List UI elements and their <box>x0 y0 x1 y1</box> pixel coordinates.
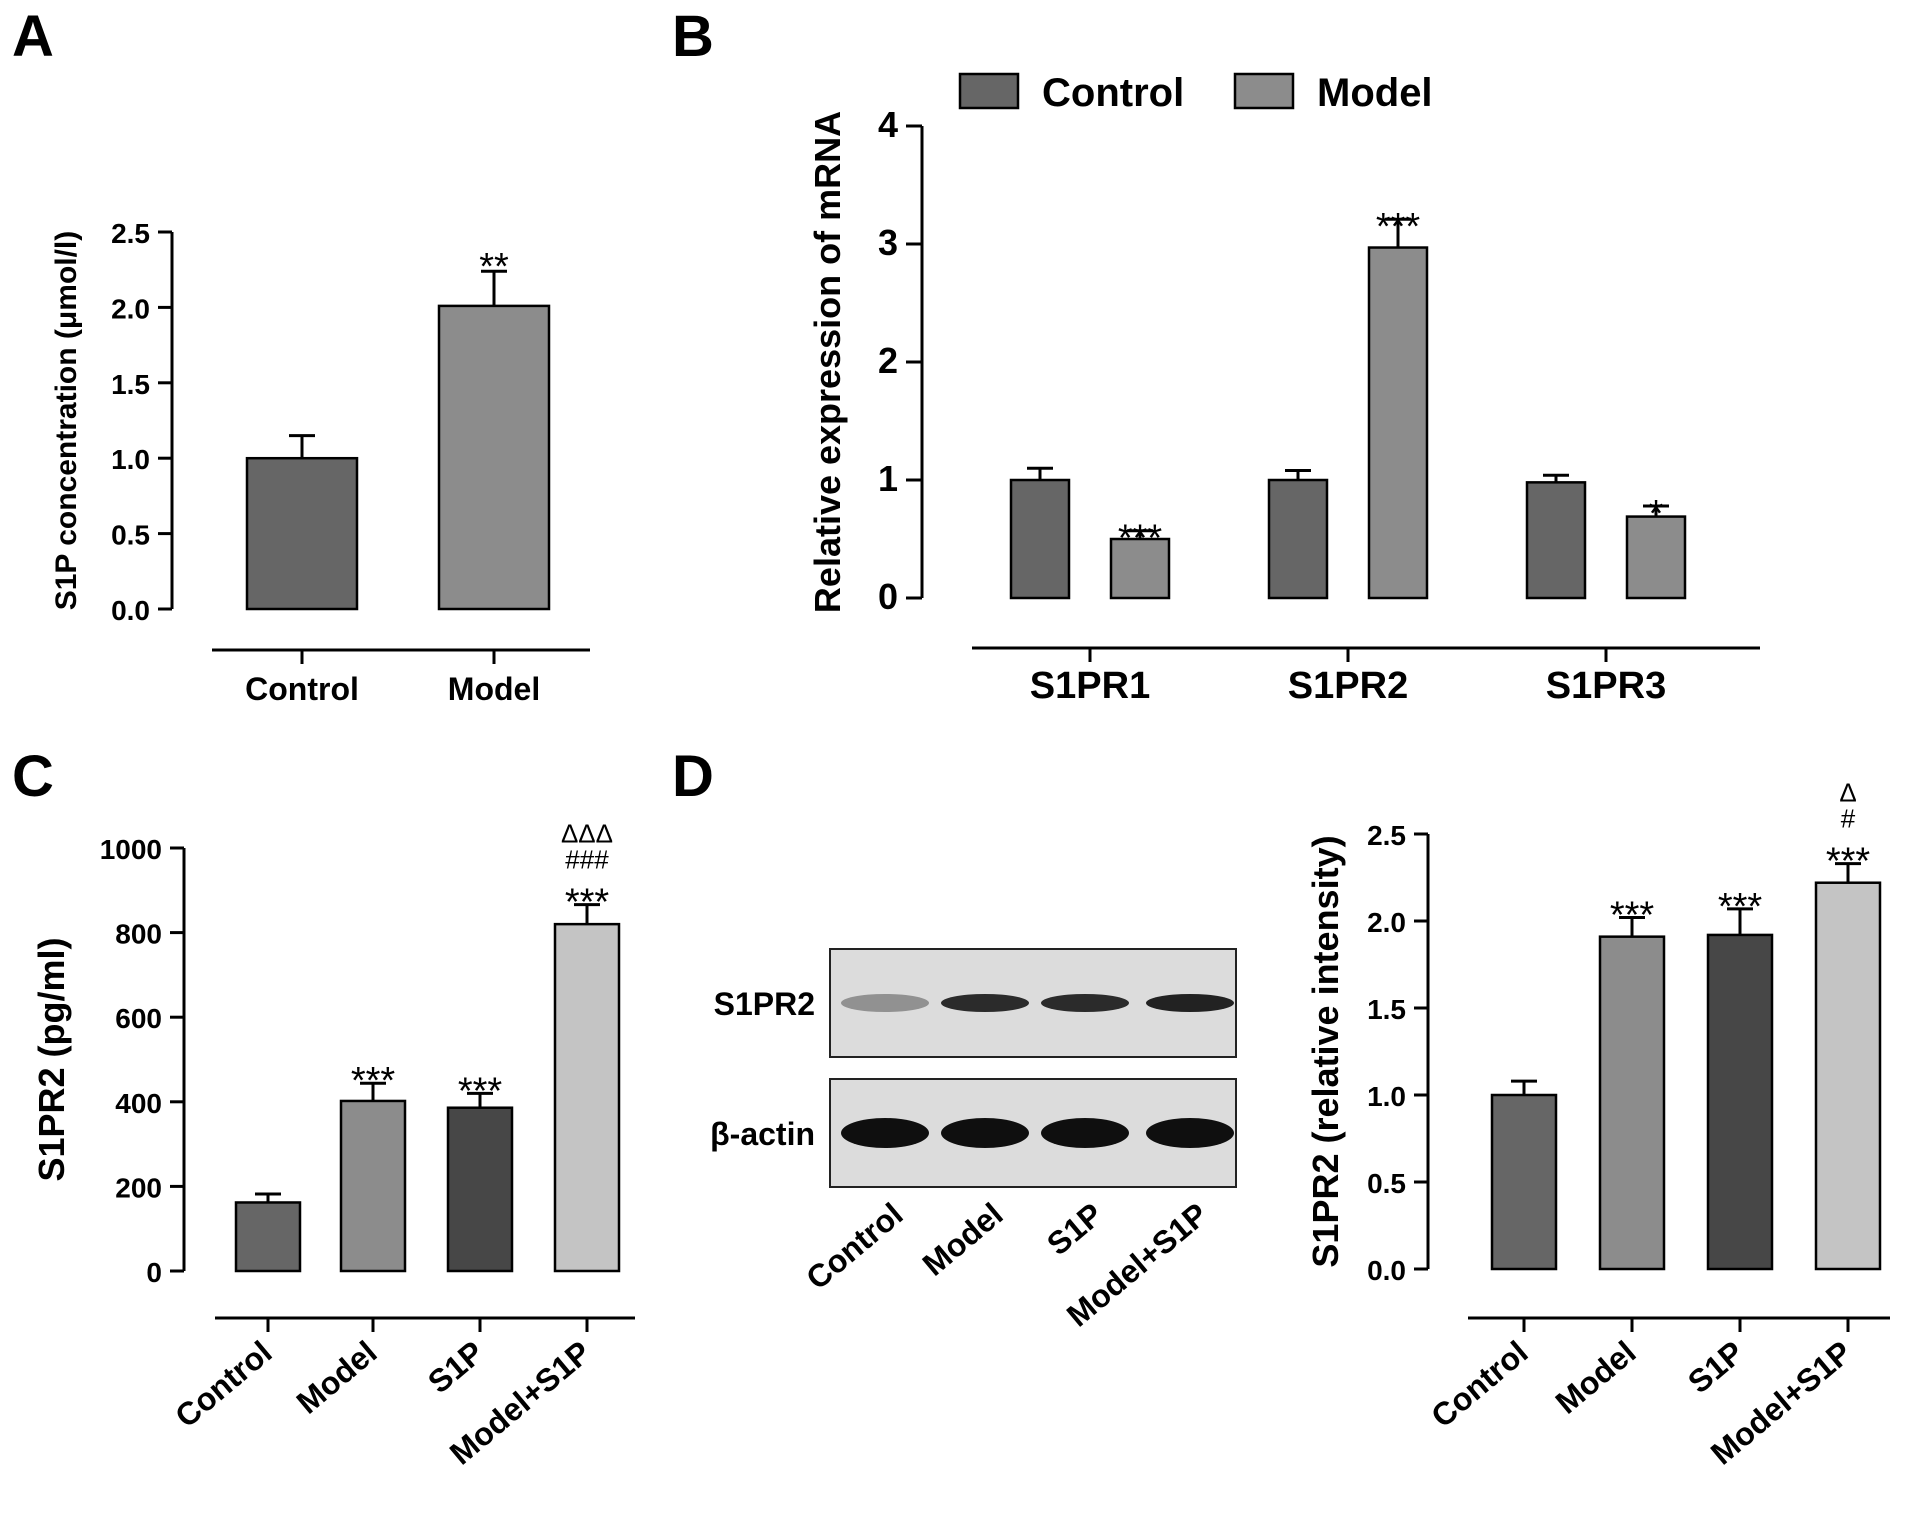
y-tick-label: 0.0 <box>111 595 150 626</box>
category-label: Model <box>448 671 540 707</box>
bar <box>1525 481 1587 600</box>
y-tick-label: 0.5 <box>111 520 150 551</box>
blot-lane-label: S1P <box>1040 1196 1109 1262</box>
category-label: S1PR2 <box>1288 665 1408 707</box>
y-tick-label: 1.0 <box>1367 1081 1406 1112</box>
bar <box>437 304 551 611</box>
panel-a: A 0.0 0.5 1.0 1.5 2.0 2.5 S1P concentration (μm… <box>12 4 590 707</box>
bar <box>1367 246 1429 600</box>
category-label: Model <box>290 1334 384 1421</box>
y-tick-label: 2.5 <box>1367 820 1406 851</box>
blot-band <box>1146 994 1234 1012</box>
significance-marker: * <box>1649 493 1664 535</box>
category-label: Control <box>245 671 359 707</box>
significance-marker: # <box>1841 804 1856 834</box>
bar <box>1814 881 1882 1271</box>
category-label: Control <box>168 1334 278 1435</box>
significance-marker: *** <box>1118 518 1163 560</box>
blot-band <box>841 994 929 1012</box>
bar <box>1490 1093 1558 1271</box>
category-label: Model <box>1549 1334 1643 1421</box>
bar <box>339 1099 407 1273</box>
blot-band <box>841 1118 929 1148</box>
legend-swatch <box>1233 72 1295 110</box>
significance-marker: ** <box>479 246 509 288</box>
category-label: S1PR3 <box>1546 665 1666 707</box>
blot-band <box>1146 1118 1234 1148</box>
bar <box>1009 478 1071 600</box>
panel-label: C <box>12 744 54 809</box>
blot-band <box>1041 994 1129 1012</box>
y-tick-label: 0 <box>146 1257 162 1288</box>
y-tick-label: 0.0 <box>1367 1255 1406 1286</box>
significance-marker: *** <box>351 1060 396 1102</box>
y-tick-label: 800 <box>115 919 162 950</box>
y-tick-label: 1.5 <box>111 369 150 400</box>
blot-band <box>941 994 1029 1012</box>
significance-marker: *** <box>1610 895 1655 937</box>
category-label: S1P <box>421 1334 490 1400</box>
legend-label: Control <box>1042 71 1184 115</box>
y-tick-label: 1.5 <box>1367 994 1406 1025</box>
blot-band <box>1041 1118 1129 1148</box>
y-axis-label: S1PR2 (relative intensity) <box>1305 835 1346 1267</box>
y-tick-label: 4 <box>878 104 898 145</box>
y-tick-label: 1 <box>878 458 898 499</box>
bar <box>234 1201 302 1273</box>
blot-lane-label: Control <box>799 1196 909 1297</box>
blot-band <box>941 1118 1029 1148</box>
legend-swatch <box>958 72 1020 110</box>
y-axis-label: Relative expression of mRNA <box>807 111 848 613</box>
significance-marker: *** <box>1376 206 1421 248</box>
bar <box>1706 933 1774 1271</box>
y-tick-label: 2.0 <box>111 293 150 324</box>
bar <box>245 456 359 611</box>
category-label: S1P <box>1681 1334 1750 1400</box>
y-tick-label: 2 <box>878 340 898 381</box>
y-tick-label: 2.0 <box>1367 907 1406 938</box>
significance-marker: *** <box>1718 886 1763 928</box>
blot-row-label: S1PR2 <box>714 986 815 1022</box>
significance-marker: Δ <box>1839 778 1856 808</box>
bar <box>1598 935 1666 1271</box>
panel-label: A <box>12 4 54 69</box>
panel-label: B <box>672 4 714 69</box>
significance-marker: *** <box>458 1070 503 1112</box>
significance-marker: ΔΔΔ <box>561 819 613 849</box>
y-tick-label: 1000 <box>100 834 162 865</box>
bar <box>553 922 621 1273</box>
panel-c: C 0 200 400 600 800 1000 S1PR2 (pg/ml) *** *** ***… <box>12 744 635 1472</box>
y-tick-label: 3 <box>878 222 898 263</box>
bar <box>1267 478 1329 600</box>
bar <box>1625 515 1687 600</box>
bar <box>1109 537 1171 600</box>
significance-marker: ### <box>565 845 609 875</box>
y-tick-label: 0.5 <box>1367 1168 1406 1199</box>
y-axis-label: S1P concentration (μmol/l) <box>50 231 83 611</box>
y-tick-label: 0 <box>878 576 898 617</box>
blot-lane-label: Model <box>916 1196 1010 1283</box>
y-tick-label: 2.5 <box>111 218 150 249</box>
y-axis-label: S1PR2 (pg/ml) <box>31 937 72 1181</box>
category-label: Control <box>1424 1334 1534 1435</box>
y-tick-label: 1.0 <box>111 444 150 475</box>
y-tick-label: 200 <box>115 1172 162 1203</box>
y-tick-label: 600 <box>115 1003 162 1034</box>
category-label: S1PR1 <box>1030 665 1150 707</box>
bar <box>446 1106 514 1273</box>
blot-row-label: β-actin <box>710 1116 815 1152</box>
panel-label: D <box>672 744 714 809</box>
significance-marker: *** <box>565 882 610 924</box>
y-tick-label: 400 <box>115 1088 162 1119</box>
significance-marker: *** <box>1826 841 1871 883</box>
legend-label: Model <box>1317 71 1433 115</box>
